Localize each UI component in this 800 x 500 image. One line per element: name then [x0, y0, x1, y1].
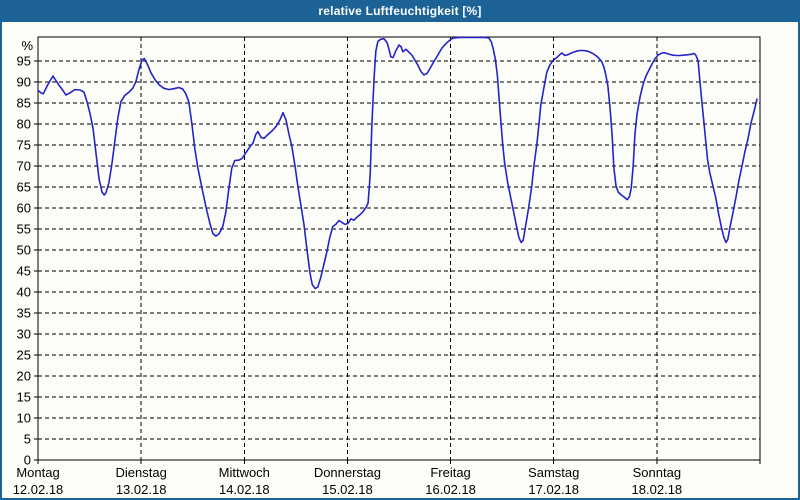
- day-date-label: 14.02.18: [219, 482, 270, 497]
- day-name-label: Sonntag: [633, 465, 681, 480]
- y-axis-unit-label: %: [21, 38, 33, 53]
- day-date-label: 18.02.18: [632, 482, 683, 497]
- day-date-label: 17.02.18: [528, 482, 579, 497]
- day-name-label: Donnerstag: [314, 465, 381, 480]
- y-tick-label: 15: [17, 390, 31, 405]
- window-title: relative Luftfeuchtigkeit [%]: [318, 4, 482, 18]
- day-date-label: 12.02.18: [13, 482, 64, 497]
- y-tick-label: 75: [17, 138, 31, 153]
- y-tick-label: 95: [17, 54, 31, 69]
- y-tick-label: 30: [17, 327, 31, 342]
- y-tick-label: 20: [17, 369, 31, 384]
- y-tick-label: 0: [24, 453, 31, 468]
- y-tick-label: 60: [17, 201, 31, 216]
- window-titlebar: relative Luftfeuchtigkeit [%]: [2, 2, 798, 22]
- day-name-label: Mittwoch: [219, 465, 270, 480]
- y-tick-label: 25: [17, 348, 31, 363]
- y-tick-label: 40: [17, 285, 31, 300]
- y-tick-label: 90: [17, 75, 31, 90]
- day-date-label: 16.02.18: [425, 482, 476, 497]
- y-tick-label: 70: [17, 159, 31, 174]
- y-tick-label: 50: [17, 243, 31, 258]
- y-tick-label: 65: [17, 180, 31, 195]
- day-name-label: Dienstag: [115, 465, 166, 480]
- plot-frame: [37, 36, 761, 461]
- day-date-label: 13.02.18: [116, 482, 167, 497]
- y-tick-label: 85: [17, 96, 31, 111]
- y-tick-label: 55: [17, 222, 31, 237]
- day-date-label: 15.02.18: [322, 482, 373, 497]
- y-tick-label: 35: [17, 306, 31, 321]
- y-tick-label: 5: [24, 432, 31, 447]
- day-name-label: Samstag: [528, 465, 579, 480]
- y-tick-label: 45: [17, 264, 31, 279]
- y-tick-label: 80: [17, 117, 31, 132]
- day-name-label: Freitag: [430, 465, 470, 480]
- day-name-label: Montag: [16, 465, 59, 480]
- y-tick-label: 10: [17, 411, 31, 426]
- humidity-curve: [37, 36, 758, 290]
